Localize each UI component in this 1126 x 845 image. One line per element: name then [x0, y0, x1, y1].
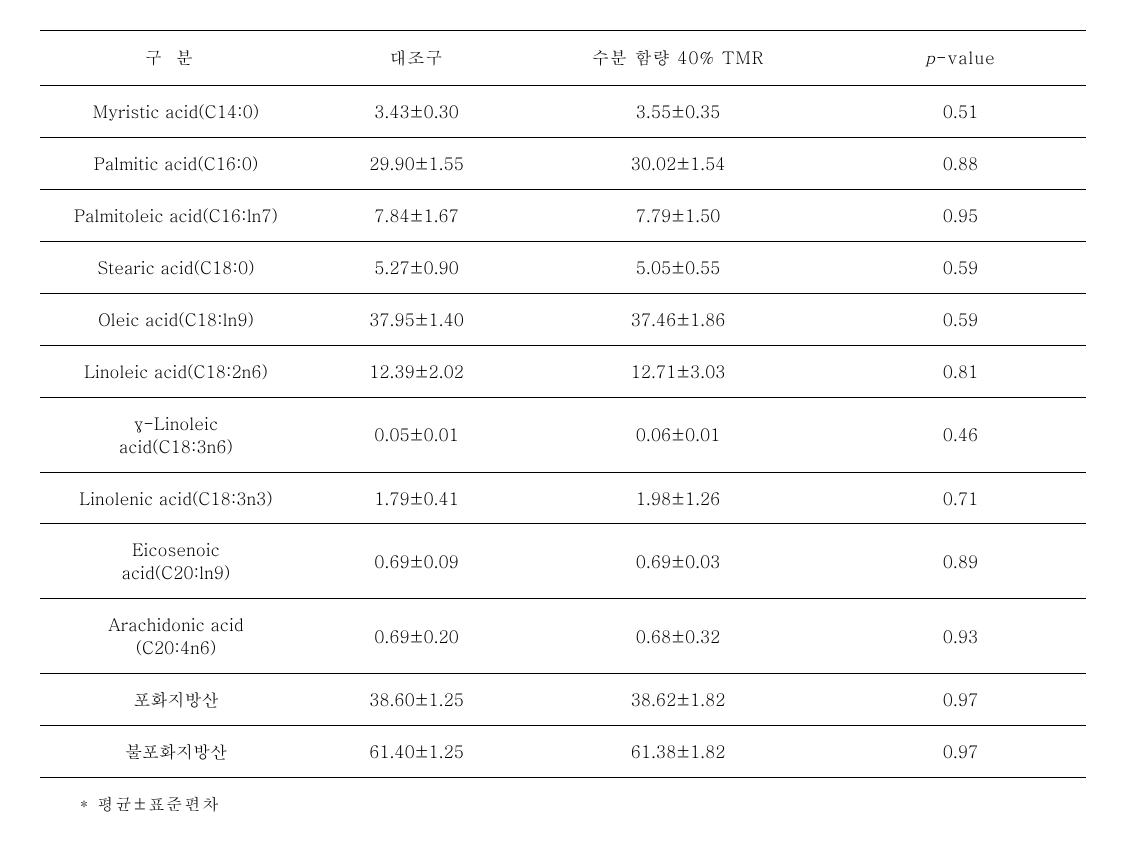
row-tmr40-value: 12.71±3.03 [521, 345, 835, 397]
row-name: 불포화지방산 [40, 726, 312, 778]
row-tmr40-value: 7.79±1.50 [521, 189, 835, 241]
header-category-b: 분 [176, 45, 207, 69]
row-name: Linolenic acid(C18:3n3) [40, 472, 312, 524]
row-name: Linoleic acid(C18:2n6) [40, 345, 312, 397]
fatty-acid-table: 구분 대조구 수분 함량 40% TMR p-value Myristic ac… [40, 30, 1086, 778]
row-pvalue: 0.88 [835, 137, 1086, 189]
row-control-value: 37.95±1.40 [312, 293, 521, 345]
row-control-value: 38.60±1.25 [312, 674, 521, 726]
header-control: 대조구 [312, 31, 521, 86]
table-header-row: 구분 대조구 수분 함량 40% TMR p-value [40, 31, 1086, 86]
row-pvalue: 0.46 [835, 397, 1086, 472]
row-name: 포화지방산 [40, 674, 312, 726]
row-control-value: 0.69±0.09 [312, 524, 521, 599]
table-row: Arachidonic acid(C20:4n6)0.69±0.200.68±0… [40, 599, 1086, 674]
table-footnote: * 평균±표준편차 [40, 792, 1086, 815]
row-name: Palmitoleic acid(C16:ln7) [40, 189, 312, 241]
row-tmr40-value: 1.98±1.26 [521, 472, 835, 524]
row-control-value: 7.84±1.67 [312, 189, 521, 241]
row-tmr40-value: 37.46±1.86 [521, 293, 835, 345]
row-control-value: 0.69±0.20 [312, 599, 521, 674]
table-row: Linolenic acid(C18:3n3)1.79±0.411.98±1.2… [40, 472, 1086, 524]
header-category-a: 구 [145, 45, 176, 69]
table-row: Linoleic acid(C18:2n6)12.39±2.0212.71±3.… [40, 345, 1086, 397]
row-control-value: 12.39±2.02 [312, 345, 521, 397]
row-control-value: 61.40±1.25 [312, 726, 521, 778]
row-control-value: 0.05±0.01 [312, 397, 521, 472]
row-tmr40-value: 30.02±1.54 [521, 137, 835, 189]
row-control-value: 29.90±1.55 [312, 137, 521, 189]
row-tmr40-value: 0.69±0.03 [521, 524, 835, 599]
row-pvalue: 0.59 [835, 241, 1086, 293]
table-row: Oleic acid(C18:ln9)37.95±1.4037.46±1.860… [40, 293, 1086, 345]
row-pvalue: 0.81 [835, 345, 1086, 397]
row-pvalue: 0.93 [835, 599, 1086, 674]
row-control-value: 1.79±0.41 [312, 472, 521, 524]
row-pvalue: 0.97 [835, 726, 1086, 778]
table-row: 불포화지방산61.40±1.2561.38±1.820.97 [40, 726, 1086, 778]
table-row: 포화지방산38.60±1.2538.62±1.820.97 [40, 674, 1086, 726]
row-name: Arachidonic acid(C20:4n6) [40, 599, 312, 674]
row-pvalue: 0.89 [835, 524, 1086, 599]
row-control-value: 5.27±0.90 [312, 241, 521, 293]
row-name: Myristic acid(C14:0) [40, 86, 312, 137]
row-pvalue: 0.71 [835, 472, 1086, 524]
row-pvalue: 0.59 [835, 293, 1086, 345]
row-name: Palmitic acid(C16:0) [40, 137, 312, 189]
table-row: γ-Linoleicacid(C18:3n6)0.05±0.010.06±0.0… [40, 397, 1086, 472]
table-row: Stearic acid(C18:0)5.27±0.905.05±0.550.5… [40, 241, 1086, 293]
row-tmr40-value: 0.68±0.32 [521, 599, 835, 674]
row-name: Oleic acid(C18:ln9) [40, 293, 312, 345]
header-pvalue-p: p [925, 45, 936, 69]
header-tmr40: 수분 함량 40% TMR [521, 31, 835, 86]
table-body: Myristic acid(C14:0)3.43±0.303.55±0.350.… [40, 86, 1086, 778]
row-name: Stearic acid(C18:0) [40, 241, 312, 293]
header-pvalue-suffix: -value [936, 45, 996, 69]
row-name: Eicosenoicacid(C20:ln9) [40, 524, 312, 599]
row-tmr40-value: 3.55±0.35 [521, 86, 835, 137]
header-pvalue: p-value [835, 31, 1086, 86]
table-row: Palmitic acid(C16:0)29.90±1.5530.02±1.54… [40, 137, 1086, 189]
row-pvalue: 0.51 [835, 86, 1086, 137]
table-row: Eicosenoicacid(C20:ln9)0.69±0.090.69±0.0… [40, 524, 1086, 599]
row-control-value: 3.43±0.30 [312, 86, 521, 137]
row-pvalue: 0.97 [835, 674, 1086, 726]
table-row: Myristic acid(C14:0)3.43±0.303.55±0.350.… [40, 86, 1086, 137]
row-tmr40-value: 61.38±1.82 [521, 726, 835, 778]
row-tmr40-value: 5.05±0.55 [521, 241, 835, 293]
row-name: γ-Linoleicacid(C18:3n6) [40, 397, 312, 472]
table-row: Palmitoleic acid(C16:ln7)7.84±1.677.79±1… [40, 189, 1086, 241]
row-pvalue: 0.95 [835, 189, 1086, 241]
row-tmr40-value: 0.06±0.01 [521, 397, 835, 472]
header-category: 구분 [40, 31, 312, 86]
row-tmr40-value: 38.62±1.82 [521, 674, 835, 726]
